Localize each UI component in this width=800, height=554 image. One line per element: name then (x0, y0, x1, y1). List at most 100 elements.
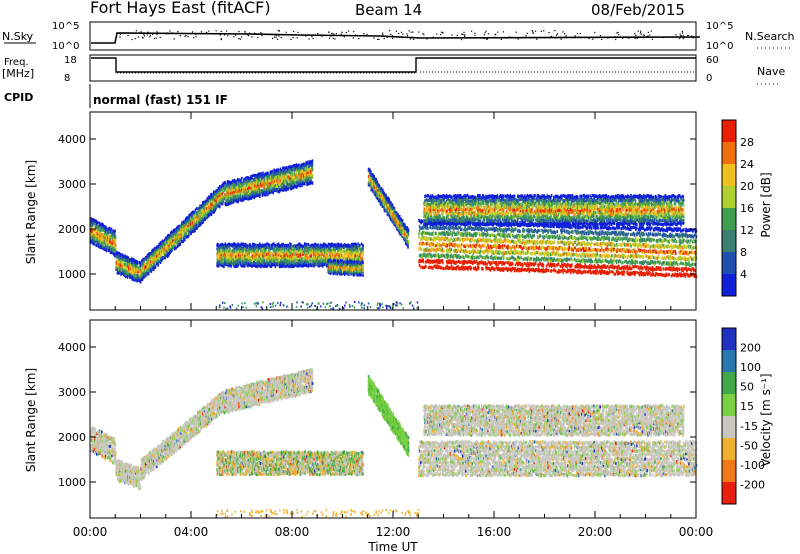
nsearch-point (342, 32, 343, 33)
nsearch-point (384, 38, 385, 39)
nsearch-point (336, 33, 337, 34)
nsearch-point (464, 36, 465, 37)
nsearch-point (334, 38, 335, 39)
power-cell (359, 244, 361, 247)
power-cell (252, 175, 254, 178)
nsearch-point (226, 30, 227, 31)
power-cell (253, 264, 255, 267)
power-cell (312, 174, 314, 177)
power-cell (186, 232, 188, 235)
power-cell (152, 248, 154, 251)
nsearch-point (244, 31, 245, 32)
power-cell (304, 182, 306, 185)
nsearch-point (261, 35, 262, 36)
power-cell (324, 263, 326, 266)
power-cell (171, 231, 173, 234)
nsearch-point (682, 33, 683, 34)
nsearch-point (257, 37, 258, 38)
power-cell (287, 187, 289, 190)
nsearch-point (497, 32, 498, 33)
nsearch-point (387, 37, 388, 38)
nsearch-point (363, 33, 364, 34)
nsearch-point (152, 34, 153, 35)
power-cell (297, 244, 299, 247)
nsearch-point (589, 38, 590, 39)
nsearch-point (683, 35, 684, 36)
power-cell (210, 210, 212, 213)
nsearch-point (451, 34, 452, 35)
nsearch-point (452, 37, 453, 38)
nsearch-point (358, 38, 359, 39)
power-cell (175, 247, 177, 250)
nsearch-point (329, 38, 330, 39)
nsearch-point (143, 34, 144, 35)
nsearch-point (142, 38, 143, 39)
power-cell (96, 220, 98, 223)
nsearch-point (637, 38, 638, 39)
power-cell (158, 264, 160, 267)
nsearch-point (616, 32, 617, 33)
power-cell (241, 177, 243, 180)
power-cell (264, 244, 266, 247)
power-cell (352, 257, 354, 260)
cpid-label: CPID (4, 91, 33, 104)
nsearch-point (258, 33, 259, 34)
power-cell (288, 265, 290, 268)
power-cell (285, 179, 287, 182)
nsearch-point (462, 34, 463, 35)
nsearch-point (641, 33, 642, 34)
nsearch-point (543, 30, 544, 31)
power-cell (100, 229, 102, 232)
power-cell (286, 244, 288, 247)
power-cell (223, 191, 225, 194)
nsearch-point (224, 34, 225, 35)
nsearch-point (260, 32, 261, 33)
nsearch-point (562, 31, 563, 32)
nsearch-point (495, 37, 496, 38)
nsearch-point (444, 38, 445, 39)
nsearch-point (624, 36, 625, 37)
nsearch-point (691, 35, 692, 36)
nsearch-point (235, 35, 236, 36)
nsearch-point (564, 33, 565, 34)
power-cell (220, 202, 222, 205)
power-cell (211, 213, 213, 216)
nsearch-point (554, 30, 555, 31)
nsearch-tick-bottom: 10^0 (706, 41, 733, 52)
power-cell (312, 166, 314, 169)
power-cell (256, 179, 258, 182)
nsearch-point (592, 39, 593, 40)
nsearch-point (278, 35, 279, 36)
nsearch-point (501, 39, 502, 40)
power-cell (155, 266, 157, 269)
nsearch-point (411, 32, 412, 33)
nsearch-point (527, 33, 528, 34)
power-cell (223, 186, 225, 189)
freq-unit: [MHz] (2, 67, 34, 80)
nsearch-point (353, 37, 354, 38)
nsearch-point (307, 35, 308, 36)
nsearch-point (355, 35, 356, 36)
nsearch-point (297, 32, 298, 33)
nsky-label: N.Sky (2, 30, 34, 43)
nsearch-point (526, 35, 527, 36)
nsearch-point (541, 31, 542, 32)
nsearch-point (626, 37, 627, 38)
power-cell (231, 253, 233, 256)
nsearch-point (464, 34, 465, 35)
nsearch-point (412, 32, 413, 33)
power-cell (271, 170, 273, 173)
power-cell (97, 228, 99, 231)
beam-title: Beam 14 (355, 1, 422, 19)
power-cell (307, 180, 309, 183)
power-cell (312, 159, 314, 162)
nsearch-point (334, 34, 335, 35)
power-cell (236, 180, 238, 183)
power-cell (106, 228, 108, 231)
nsearch-point (245, 33, 246, 34)
power-cell (115, 236, 117, 239)
power-cell (327, 256, 329, 259)
nsearch-point (184, 36, 185, 37)
nsearch-point (201, 31, 202, 32)
